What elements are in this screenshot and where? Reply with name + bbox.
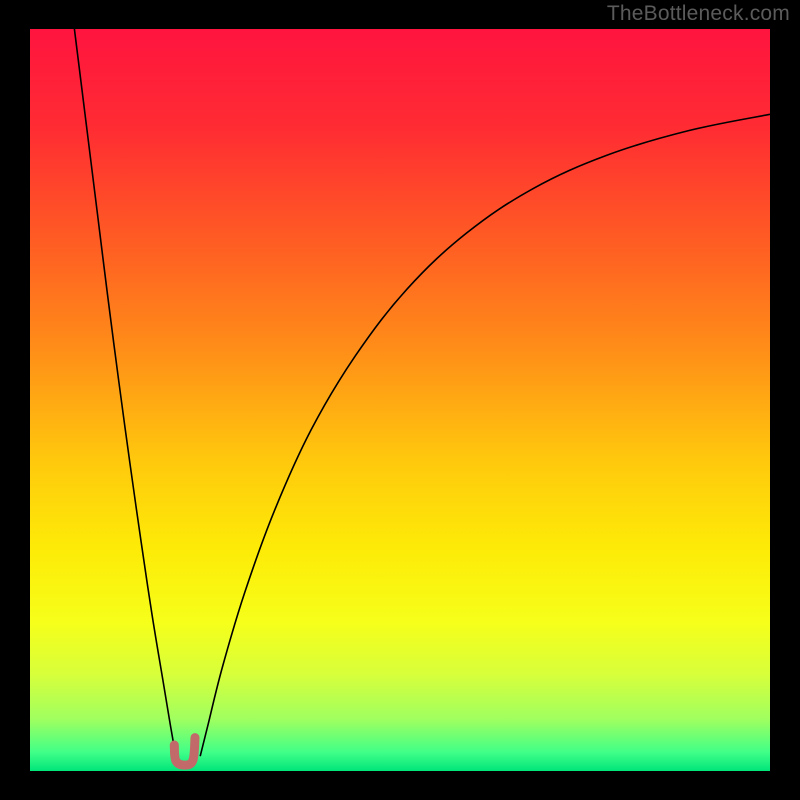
watermark-text: TheBottleneck.com — [607, 2, 790, 26]
bottleneck-curve-chart — [0, 0, 800, 800]
chart-container: TheBottleneck.com — [0, 0, 800, 800]
plot-background — [30, 29, 770, 771]
